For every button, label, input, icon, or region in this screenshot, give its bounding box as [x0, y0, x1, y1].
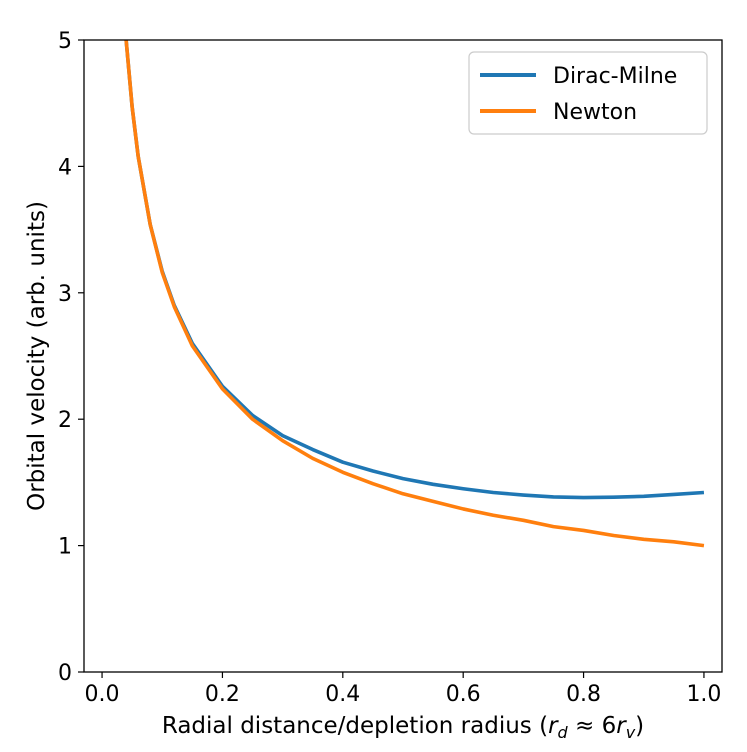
legend-box: [468, 51, 708, 135]
x-axis-ticks: 0.0 0.2 0.4 0.6 0.8 1.0: [85, 672, 721, 707]
y-tick-label: 1: [58, 535, 72, 560]
legend-label-dirac-milne: Dirac-Milne: [553, 64, 677, 89]
y-axis-label: Orbital velocity (arb. units): [24, 201, 50, 511]
y-axis-ticks: 0 1 2 3 4 5: [58, 29, 84, 686]
x-tick-label: 0.8: [566, 682, 601, 707]
y-tick-label: 4: [58, 155, 72, 180]
x-axis-label: Radial distance/depletion radius (rd ≈ 6…: [162, 713, 644, 742]
plot-frame: [83, 39, 723, 673]
x-tick-label: 0.2: [205, 682, 240, 707]
series-line-newton: [124, 40, 705, 548]
y-tick-label: 2: [58, 408, 72, 433]
legend-label-newton: Newton: [553, 100, 637, 125]
x-tick-label: 0.4: [325, 682, 360, 707]
series-layer: [124, 40, 705, 548]
x-tick-label: 1.0: [686, 682, 721, 707]
y-tick-label: 5: [58, 29, 72, 54]
x-tick-label: 0.6: [446, 682, 481, 707]
legend: Dirac-Milne Newton: [468, 51, 708, 135]
y-tick-label: 3: [58, 282, 72, 307]
y-tick-label: 0: [58, 661, 72, 686]
x-tick-label: 0.0: [85, 682, 120, 707]
